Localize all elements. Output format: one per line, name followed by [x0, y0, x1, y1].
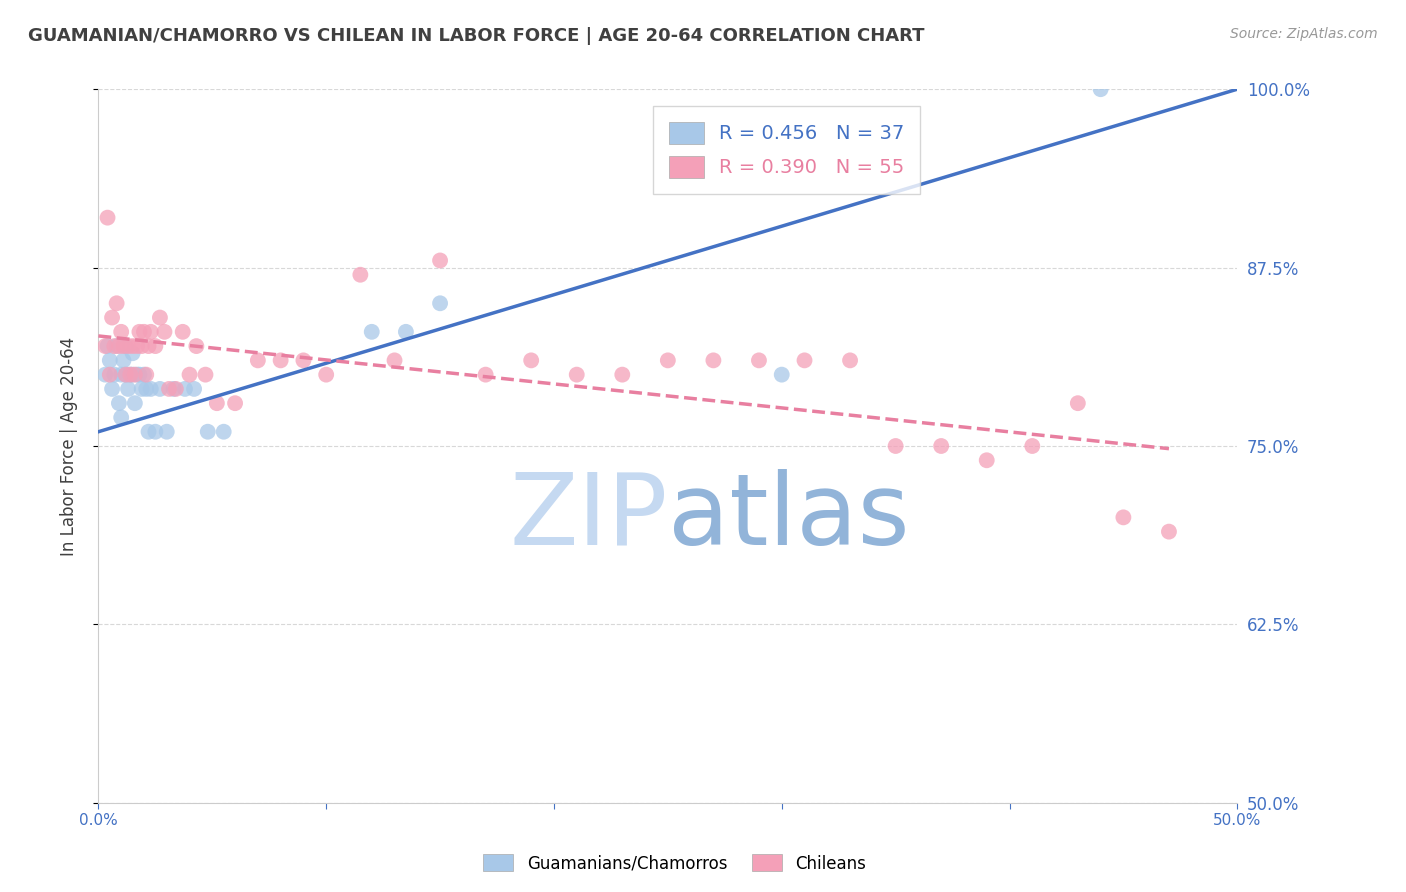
Point	[121, 346, 143, 360]
Point	[565, 368, 588, 382]
Point	[96, 339, 118, 353]
Point	[94, 368, 117, 382]
Point	[360, 325, 382, 339]
Point	[124, 396, 146, 410]
Point	[145, 339, 167, 353]
Point	[135, 382, 157, 396]
Point	[976, 453, 998, 467]
Point	[132, 368, 155, 382]
Point	[179, 368, 201, 382]
Y-axis label: In Labor Force | Age 20-64: In Labor Force | Age 20-64	[59, 336, 77, 556]
Point	[127, 368, 149, 382]
Point	[112, 353, 135, 368]
Legend: Guamanians/Chamorros, Chileans: Guamanians/Chamorros, Chileans	[477, 847, 873, 880]
Point	[110, 410, 132, 425]
Point	[197, 425, 219, 439]
Point	[612, 368, 634, 382]
Point	[101, 310, 124, 325]
Text: ZIP: ZIP	[509, 469, 668, 566]
Point	[128, 325, 150, 339]
Point	[117, 382, 139, 396]
Point	[1021, 439, 1043, 453]
Point	[117, 339, 139, 353]
Point	[205, 396, 228, 410]
Point	[132, 325, 155, 339]
Point	[112, 339, 135, 353]
Point	[183, 382, 205, 396]
Point	[108, 396, 131, 410]
Point	[135, 368, 157, 382]
Point	[520, 353, 543, 368]
Point	[103, 339, 125, 353]
Point	[1112, 510, 1135, 524]
Point	[103, 368, 125, 382]
Point	[127, 339, 149, 353]
Point	[174, 382, 197, 396]
Point	[138, 339, 160, 353]
Point	[110, 368, 132, 382]
Point	[315, 368, 337, 382]
Point	[114, 368, 136, 382]
Point	[114, 368, 136, 382]
Point	[105, 296, 128, 310]
Point	[157, 382, 180, 396]
Point	[139, 325, 162, 339]
Point	[149, 382, 172, 396]
Point	[139, 382, 162, 396]
Point	[149, 310, 172, 325]
Point	[120, 368, 142, 382]
Point	[657, 353, 679, 368]
Point	[145, 425, 167, 439]
Point	[94, 339, 117, 353]
Point	[162, 382, 184, 396]
Point	[165, 382, 187, 396]
Point	[1157, 524, 1180, 539]
Point	[292, 353, 315, 368]
Point	[270, 353, 292, 368]
Text: GUAMANIAN/CHAMORRO VS CHILEAN IN LABOR FORCE | AGE 20-64 CORRELATION CHART: GUAMANIAN/CHAMORRO VS CHILEAN IN LABOR F…	[28, 27, 925, 45]
Point	[770, 368, 793, 382]
Point	[474, 368, 496, 382]
Point	[153, 325, 176, 339]
Point	[121, 368, 143, 382]
Point	[884, 439, 907, 453]
Point	[131, 382, 153, 396]
Text: Source: ZipAtlas.com: Source: ZipAtlas.com	[1230, 27, 1378, 41]
Point	[1067, 396, 1090, 410]
Point	[98, 353, 121, 368]
Point	[110, 325, 132, 339]
Point	[96, 211, 118, 225]
Point	[384, 353, 406, 368]
Point	[1090, 82, 1112, 96]
Point	[121, 339, 143, 353]
Point	[246, 353, 269, 368]
Legend: R = 0.456   N = 37, R = 0.390   N = 55: R = 0.456 N = 37, R = 0.390 N = 55	[654, 106, 920, 194]
Point	[748, 353, 770, 368]
Point	[120, 368, 142, 382]
Point	[98, 368, 121, 382]
Point	[702, 353, 724, 368]
Point	[793, 353, 815, 368]
Point	[186, 339, 208, 353]
Point	[131, 339, 153, 353]
Point	[429, 253, 451, 268]
Point	[172, 325, 194, 339]
Point	[429, 296, 451, 310]
Point	[349, 268, 371, 282]
Point	[124, 368, 146, 382]
Point	[839, 353, 862, 368]
Point	[128, 368, 150, 382]
Point	[101, 382, 124, 396]
Point	[114, 339, 136, 353]
Point	[395, 325, 418, 339]
Point	[105, 339, 128, 353]
Point	[138, 425, 160, 439]
Point	[194, 368, 217, 382]
Point	[108, 339, 131, 353]
Point	[212, 425, 235, 439]
Point	[929, 439, 952, 453]
Point	[156, 425, 179, 439]
Text: atlas: atlas	[668, 469, 910, 566]
Point	[224, 396, 246, 410]
